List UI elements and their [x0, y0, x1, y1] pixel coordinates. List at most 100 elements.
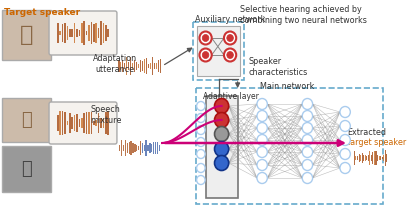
Bar: [105, 112, 106, 134]
Bar: [136, 145, 137, 151]
Circle shape: [339, 163, 349, 173]
Text: Adaptation
utterance: Adaptation utterance: [93, 54, 137, 74]
Bar: [107, 110, 109, 135]
Circle shape: [214, 155, 228, 171]
Bar: [377, 156, 379, 160]
Bar: [362, 155, 363, 161]
Bar: [95, 120, 97, 126]
Bar: [90, 113, 92, 134]
Text: Adaptive layer: Adaptive layer: [202, 92, 258, 101]
Text: 👤: 👤: [21, 160, 32, 178]
Circle shape: [339, 134, 349, 146]
Bar: [2, 98, 51, 142]
Bar: [147, 144, 148, 151]
Text: target speaker: target speaker: [346, 138, 405, 147]
Bar: [105, 25, 106, 41]
Circle shape: [196, 126, 204, 134]
Bar: [130, 141, 131, 155]
Circle shape: [202, 51, 209, 59]
Bar: [140, 141, 141, 155]
Circle shape: [301, 172, 312, 184]
Bar: [121, 140, 122, 156]
Text: Speaker
characteristics: Speaker characteristics: [247, 57, 306, 77]
Bar: [205, 96, 237, 198]
Bar: [376, 155, 377, 161]
Bar: [157, 60, 159, 72]
Bar: [353, 151, 354, 165]
Bar: [368, 151, 370, 165]
Bar: [155, 63, 157, 69]
Bar: [367, 155, 368, 161]
Text: Main network: Main network: [260, 82, 314, 91]
Circle shape: [223, 49, 236, 62]
Bar: [85, 31, 87, 35]
Bar: [364, 155, 365, 161]
Bar: [85, 112, 87, 134]
Circle shape: [301, 147, 312, 158]
Bar: [62, 111, 63, 135]
Bar: [134, 144, 135, 152]
Bar: [62, 24, 63, 42]
Circle shape: [301, 110, 312, 122]
Text: Target speaker: Target speaker: [4, 8, 80, 17]
Bar: [97, 28, 99, 38]
Bar: [143, 146, 145, 151]
Bar: [69, 113, 70, 133]
Bar: [2, 146, 51, 192]
Bar: [102, 23, 104, 43]
Bar: [126, 57, 127, 75]
Bar: [138, 64, 139, 68]
Bar: [76, 114, 78, 132]
Bar: [128, 62, 129, 70]
Bar: [130, 57, 131, 75]
Circle shape: [256, 98, 267, 109]
Bar: [381, 156, 382, 159]
Bar: [370, 155, 371, 161]
Bar: [128, 142, 130, 154]
Bar: [359, 155, 360, 161]
Bar: [355, 156, 356, 160]
Bar: [71, 29, 73, 37]
Bar: [147, 64, 149, 68]
Bar: [59, 31, 61, 35]
Bar: [138, 146, 139, 150]
Bar: [66, 26, 68, 41]
Bar: [356, 156, 357, 160]
Bar: [95, 23, 97, 43]
Bar: [100, 118, 102, 128]
Bar: [382, 155, 383, 161]
Bar: [57, 22, 58, 43]
Circle shape: [202, 34, 209, 42]
Bar: [153, 142, 154, 154]
Bar: [118, 60, 119, 72]
Circle shape: [256, 110, 267, 122]
Circle shape: [256, 172, 267, 184]
Bar: [120, 62, 121, 70]
Circle shape: [196, 150, 204, 159]
Circle shape: [199, 49, 211, 62]
Bar: [157, 142, 158, 154]
Circle shape: [214, 126, 228, 142]
Circle shape: [196, 164, 204, 172]
Bar: [126, 143, 128, 153]
Bar: [159, 59, 161, 73]
Text: Selective hearing achieved by
combining two neural networks: Selective hearing achieved by combining …: [240, 5, 366, 25]
Bar: [57, 114, 58, 131]
Bar: [141, 143, 143, 153]
Bar: [132, 143, 133, 153]
Bar: [76, 29, 78, 37]
Bar: [385, 154, 387, 162]
Bar: [71, 117, 73, 129]
Circle shape: [199, 32, 211, 45]
Bar: [93, 121, 94, 125]
Bar: [88, 25, 90, 41]
Bar: [83, 113, 85, 133]
Text: Extracted: Extracted: [346, 128, 385, 137]
Text: Speech
mixture: Speech mixture: [90, 105, 121, 125]
Bar: [379, 156, 380, 160]
Circle shape: [214, 113, 228, 127]
Text: 👤: 👤: [21, 111, 32, 129]
Circle shape: [214, 98, 228, 113]
Bar: [124, 63, 125, 69]
Bar: [2, 10, 51, 60]
